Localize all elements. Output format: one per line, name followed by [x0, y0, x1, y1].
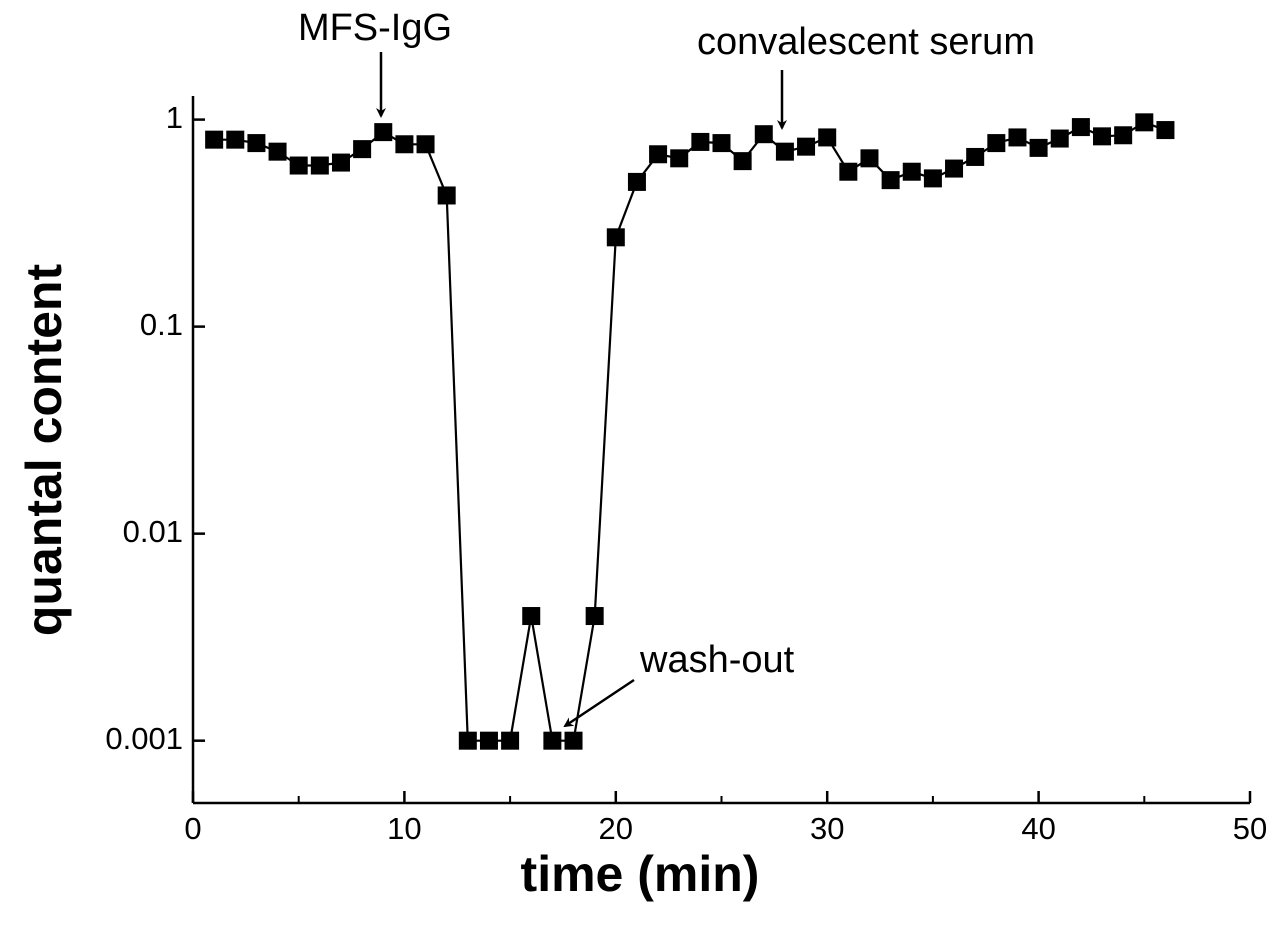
data-point — [1008, 128, 1027, 147]
data-point — [839, 162, 858, 181]
data-point — [331, 153, 350, 172]
data-point — [374, 123, 393, 142]
data-point — [395, 135, 414, 154]
annotation: wash-out — [639, 639, 795, 681]
data-point — [564, 731, 583, 750]
data-point — [945, 159, 964, 178]
data-point — [416, 135, 435, 154]
data-point — [585, 607, 604, 626]
data-point — [247, 134, 266, 153]
data-point — [818, 128, 837, 147]
data-point — [1093, 127, 1112, 146]
data-point — [966, 147, 985, 166]
data-point — [1156, 121, 1175, 140]
data-point — [1050, 129, 1069, 148]
data-point — [670, 149, 689, 168]
data-point — [1135, 113, 1154, 132]
data-point — [458, 731, 477, 750]
annotation: convalescent serum — [697, 21, 1035, 63]
data-point — [310, 156, 329, 175]
data-line — [214, 121, 1166, 742]
data-point — [902, 162, 921, 181]
data-point — [1071, 118, 1090, 137]
x-tick-label: 50 — [1233, 811, 1267, 846]
x-tick-label: 10 — [387, 811, 421, 846]
data-point — [860, 149, 879, 168]
data-point — [1029, 138, 1048, 157]
data-point — [775, 142, 794, 161]
y-axis-title: quantal content — [16, 264, 72, 637]
data-point — [881, 171, 900, 190]
data-point — [649, 145, 668, 164]
x-tick-label: 20 — [599, 811, 633, 846]
x-tick-label: 30 — [810, 811, 844, 846]
data-point — [987, 134, 1006, 153]
data-point — [353, 140, 372, 159]
y-tick-label: 1 — [166, 100, 183, 135]
annotation: MFS-IgG — [298, 7, 452, 49]
data-point — [733, 152, 752, 171]
x-tick-label: 40 — [1021, 811, 1055, 846]
data-point — [923, 169, 942, 188]
y-tick-label: 0.1 — [140, 307, 183, 342]
y-tick-label: 0.01 — [123, 514, 183, 549]
data-point — [479, 731, 498, 750]
x-tick-label: 0 — [184, 811, 201, 846]
x-axis-title: time (min) — [521, 846, 760, 902]
data-point — [437, 186, 456, 205]
y-tick-label: 0.001 — [105, 721, 183, 756]
annotation-arrow — [563, 678, 635, 728]
data-point — [268, 142, 287, 161]
data-point — [522, 607, 541, 626]
data-point — [797, 137, 816, 156]
data-point — [289, 156, 308, 175]
data-point — [226, 130, 245, 149]
data-point — [627, 172, 646, 191]
data-point — [691, 132, 710, 151]
data-point — [205, 130, 224, 149]
data-point — [606, 228, 625, 247]
data-point — [501, 731, 520, 750]
data-point — [712, 134, 731, 153]
data-point — [543, 731, 562, 750]
data-point — [754, 125, 773, 144]
data-point — [1114, 126, 1133, 145]
